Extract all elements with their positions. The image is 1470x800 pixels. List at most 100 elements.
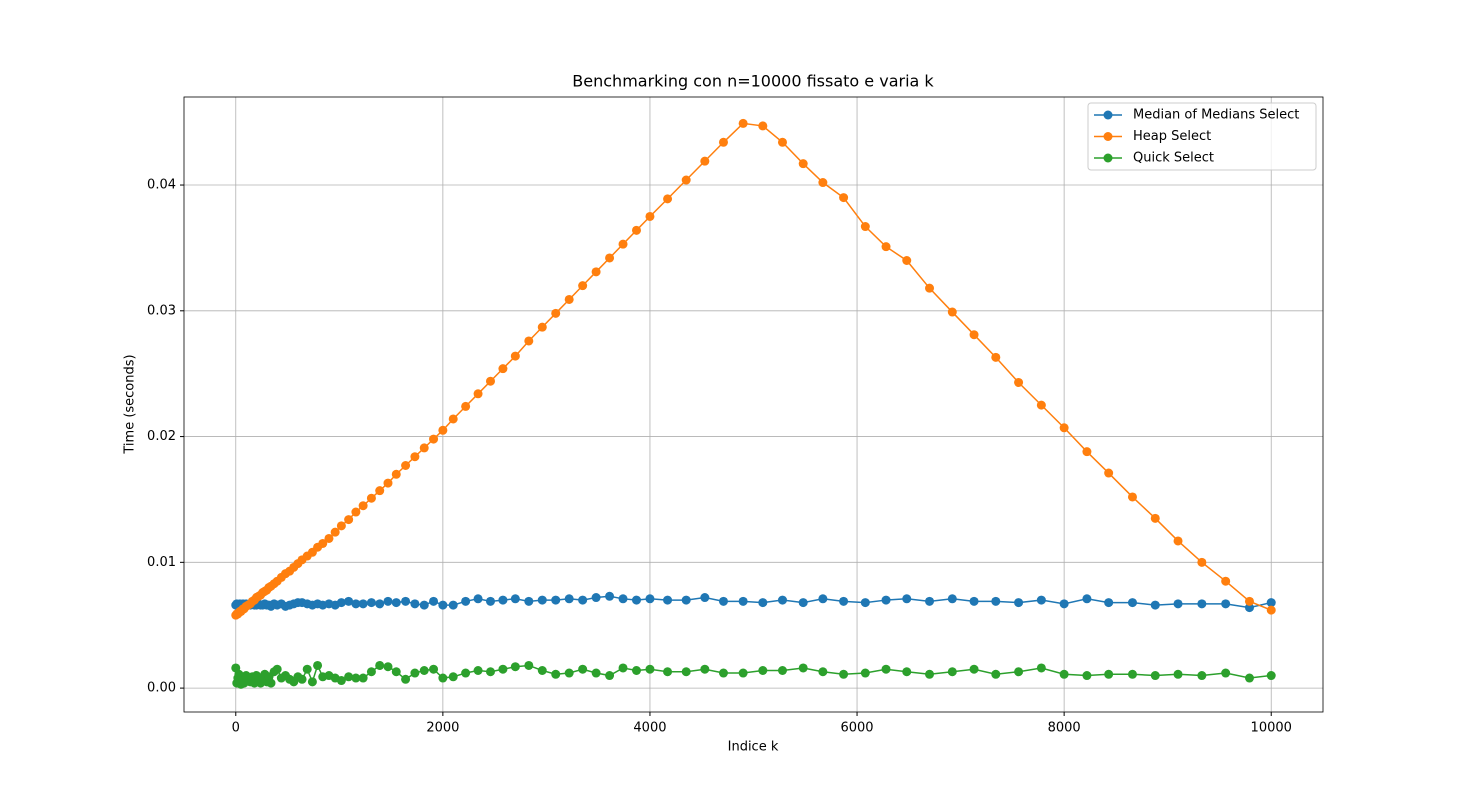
data-point <box>485 596 495 606</box>
data-point <box>498 364 508 374</box>
data-point <box>551 669 561 679</box>
data-point <box>313 660 323 670</box>
data-point <box>645 664 655 674</box>
data-point <box>366 598 376 608</box>
data-point <box>618 663 628 673</box>
data-point <box>798 598 808 608</box>
data-point <box>438 600 448 610</box>
data-point <box>881 595 891 605</box>
data-point <box>969 596 979 606</box>
data-point <box>578 281 588 291</box>
data-point <box>318 538 328 548</box>
data-point <box>330 527 340 537</box>
legend-label: Heap Select <box>1133 129 1211 144</box>
data-point <box>881 664 891 674</box>
data-point <box>438 673 448 683</box>
data-point <box>410 452 420 462</box>
series-line <box>235 122 1272 616</box>
data-point <box>798 159 808 169</box>
data-point <box>358 501 368 511</box>
data-point <box>383 478 393 488</box>
data-point <box>375 660 385 670</box>
chart-title: Benchmarking con n=10000 fissato e varia… <box>572 72 934 91</box>
data-point <box>758 665 768 675</box>
data-point <box>818 667 828 677</box>
data-point <box>1244 603 1254 613</box>
data-point <box>718 668 728 678</box>
data-point <box>860 222 870 232</box>
data-point <box>1221 668 1231 678</box>
data-point <box>881 242 891 252</box>
data-point <box>1082 594 1092 604</box>
data-point <box>524 596 534 606</box>
data-point <box>631 225 641 235</box>
data-point <box>645 211 655 221</box>
data-point <box>336 598 346 608</box>
data-point <box>631 665 641 675</box>
data-point <box>485 376 495 386</box>
data-point <box>324 533 334 543</box>
data-point <box>618 239 628 249</box>
y-tick-label: 0.03 <box>147 303 176 318</box>
data-point <box>605 671 615 681</box>
data-point <box>401 596 411 606</box>
data-point <box>738 596 748 606</box>
data-point <box>1127 492 1137 502</box>
data-point <box>351 599 361 609</box>
data-point <box>1014 598 1024 608</box>
data-point <box>383 596 393 606</box>
data-point <box>618 594 628 604</box>
data-point <box>448 414 458 424</box>
legend-box <box>1087 102 1317 171</box>
data-point <box>351 673 361 683</box>
data-point <box>591 593 601 603</box>
data-point <box>375 599 385 609</box>
data-point <box>1127 669 1137 679</box>
data-point <box>383 662 393 672</box>
data-point <box>524 336 534 346</box>
data-point <box>1150 671 1160 681</box>
x-tick-label: 2000 <box>426 721 459 736</box>
data-point <box>429 434 439 444</box>
x-tick-label: 0 <box>232 721 240 736</box>
data-point <box>461 668 471 678</box>
data-point <box>366 667 376 677</box>
data-point <box>366 493 376 503</box>
data-point <box>473 594 483 604</box>
data-point <box>302 664 312 674</box>
data-point <box>461 401 471 411</box>
data-point <box>429 664 439 674</box>
data-point <box>681 175 691 185</box>
data-point <box>461 596 471 606</box>
data-point <box>391 469 401 479</box>
data-point <box>351 507 361 517</box>
data-point <box>758 598 768 608</box>
data-point <box>925 283 935 293</box>
data-point <box>1173 536 1183 546</box>
data-point <box>401 674 411 684</box>
data-point <box>1244 596 1254 606</box>
data-point <box>344 515 354 525</box>
data-point <box>700 593 710 603</box>
data-point <box>510 351 520 361</box>
legend-label: Median of Medians Select <box>1133 108 1299 123</box>
y-tick-label: 0.02 <box>147 429 176 444</box>
data-point <box>307 677 317 687</box>
data-point <box>1059 599 1069 609</box>
y-tick-label: 0.01 <box>147 555 176 570</box>
data-point <box>1059 669 1069 679</box>
data-point <box>925 669 935 679</box>
data-point <box>537 322 547 332</box>
data-point <box>1244 673 1254 683</box>
data-point <box>1266 598 1276 608</box>
data-point <box>860 598 870 608</box>
data-point <box>645 594 655 604</box>
data-point <box>1173 599 1183 609</box>
data-point <box>1150 600 1160 610</box>
data-point <box>681 595 691 605</box>
data-point <box>1150 513 1160 523</box>
data-point <box>272 664 282 674</box>
data-point <box>410 599 420 609</box>
data-point <box>510 594 520 604</box>
